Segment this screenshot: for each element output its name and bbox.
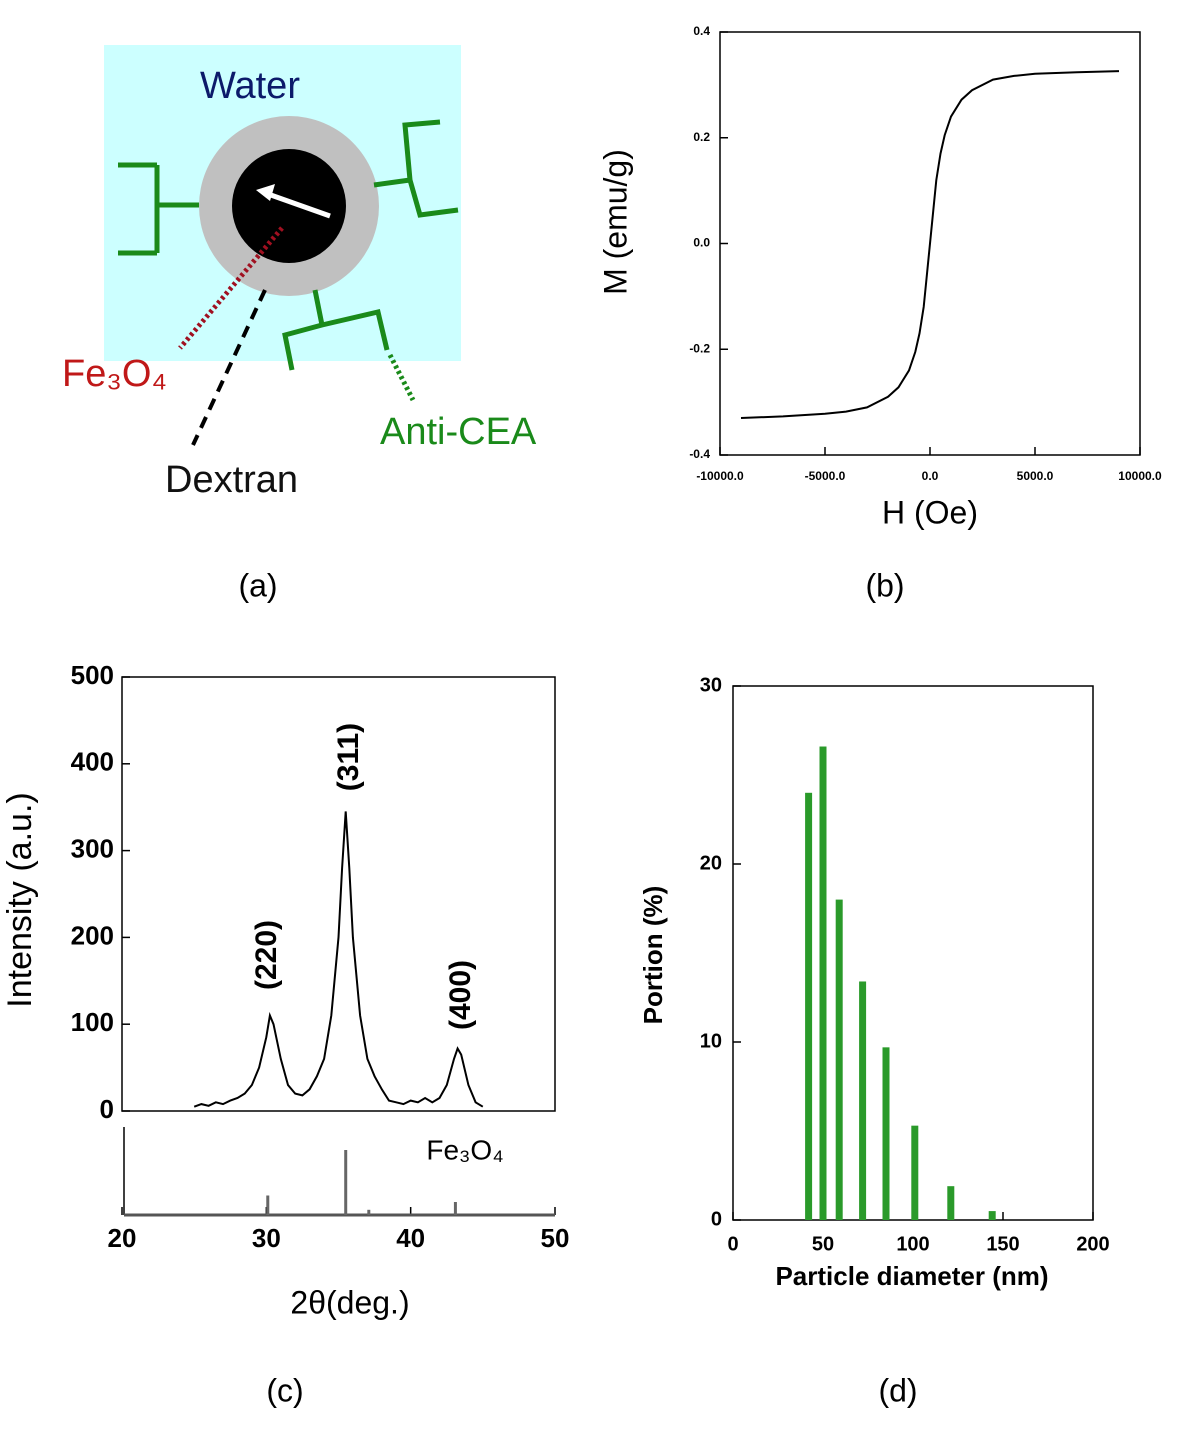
x-axis-label: Particle diameter (nm): [775, 1261, 1048, 1291]
x-tick-label: 0.0: [922, 469, 939, 483]
x-tick-label: 0: [727, 1233, 738, 1255]
caption: (b): [865, 567, 904, 603]
y-tick-label: 500: [71, 660, 114, 690]
antibody-label: Anti-CEA: [380, 411, 537, 453]
y-axis-label: Intensity (a.u.): [1, 792, 39, 1007]
y-tick-label: 0: [711, 1208, 722, 1230]
shell-label: Dextran: [165, 459, 298, 501]
bar: [988, 1211, 996, 1220]
caption: (d): [878, 1372, 917, 1408]
bar: [911, 1125, 919, 1220]
peak-label: (220): [250, 920, 283, 990]
x-tick-label: 50: [812, 1233, 834, 1255]
y-axis-label: M (emu/g): [597, 149, 633, 295]
plot-frame: [121, 676, 556, 1112]
moment-arrow: [267, 191, 331, 219]
bar: [859, 981, 867, 1220]
x-tick-label: 50: [541, 1223, 570, 1253]
data-line: [740, 70, 1120, 419]
x-tick-label: 30: [252, 1223, 281, 1253]
y-tick-label: -0.2: [689, 341, 710, 355]
y-tick-label: 100: [71, 1007, 114, 1037]
x-tick-label: 5000.0: [1017, 469, 1054, 483]
y-tick-label: 300: [71, 833, 114, 863]
antibodies: [118, 119, 459, 371]
bar: [819, 746, 827, 1220]
x-axis-label: 2θ(deg.): [290, 1284, 409, 1320]
data-line: [193, 811, 484, 1108]
y-axis-label: Portion (%): [638, 886, 668, 1025]
y-tick-label: 0: [100, 1094, 114, 1124]
y-tick-label: 0.0: [693, 236, 710, 250]
x-tick-label: 150: [986, 1233, 1019, 1255]
x-tick-label: 200: [1076, 1233, 1109, 1255]
x-tick-label: 100: [896, 1233, 929, 1255]
peak-label: (311): [332, 723, 365, 791]
core-label: Fe₃O₄: [62, 353, 167, 395]
arrow-head: [256, 184, 275, 201]
shell-pointer: [191, 289, 267, 446]
y-tick-label: 10: [700, 1030, 722, 1052]
y-tick-label: 0.4: [693, 24, 710, 38]
bar: [947, 1186, 955, 1220]
y-tick-label: -0.4: [689, 447, 710, 461]
caption: (a): [238, 567, 277, 603]
core-pointer: [178, 226, 284, 350]
y-tick-label: 200: [71, 920, 114, 950]
core: [232, 149, 346, 263]
antibody-pointer: [387, 353, 416, 402]
x-axis-label: H (Oe): [882, 494, 978, 530]
bar: [882, 1047, 890, 1220]
x-tick-label: 40: [396, 1223, 425, 1253]
caption: (c): [266, 1372, 303, 1408]
x-tick-label: -10000.0: [696, 469, 744, 483]
bar: [835, 899, 843, 1220]
y-tick-label: 400: [71, 747, 114, 777]
x-tick-label: -5000.0: [805, 469, 846, 483]
x-tick-label: 10000.0: [1118, 469, 1162, 483]
y-tick-label: 20: [700, 852, 722, 874]
diagram: Water Fe₃O₄ Anti-CEA Dextran: [62, 45, 537, 501]
x-tick-label: 20: [108, 1223, 137, 1253]
water-label: Water: [200, 65, 300, 107]
peak-label: (400): [444, 960, 477, 1030]
ref-label: Fe₃O₄: [426, 1134, 503, 1165]
y-tick-label: 30: [700, 674, 722, 696]
bar: [805, 792, 813, 1220]
y-tick-label: 0.2: [693, 130, 710, 144]
